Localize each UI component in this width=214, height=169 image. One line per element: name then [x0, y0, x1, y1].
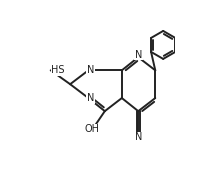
- Text: N: N: [135, 50, 142, 60]
- Text: OH: OH: [85, 124, 100, 134]
- Text: HS: HS: [51, 65, 65, 75]
- Text: N: N: [135, 132, 142, 142]
- Text: N: N: [87, 65, 94, 75]
- Text: N: N: [87, 93, 94, 103]
